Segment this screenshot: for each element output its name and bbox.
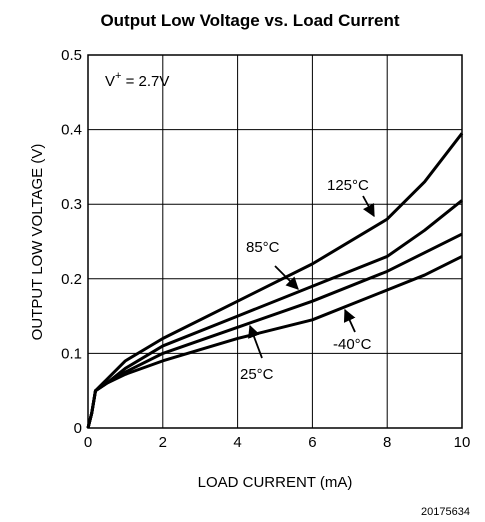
label-arrow: [248, 324, 263, 359]
x-tick-label: 10: [454, 434, 471, 451]
x-tick-label: 4: [233, 434, 241, 451]
series-line: [86, 132, 464, 429]
series-label: 125°C: [327, 177, 369, 194]
annotation: V+ = 2.7V: [105, 70, 169, 90]
y-tick-label: 0.3: [61, 196, 82, 213]
annotation-part: V: [105, 73, 115, 90]
x-tick-label: 2: [159, 434, 167, 451]
plot-frame: [87, 54, 463, 429]
y-tick-label: 0.4: [61, 122, 82, 139]
x-tick-label: 6: [308, 434, 316, 451]
y-tick-label: 0.2: [61, 271, 82, 288]
y-tick-label: 0.5: [61, 47, 82, 64]
series-label: -40°C: [333, 336, 372, 353]
y-axis-label: OUTPUT LOW VOLTAGE (V): [29, 144, 46, 341]
annotation-sup: +: [115, 70, 121, 82]
series-line: [86, 232, 463, 429]
figure-id: 20175634: [421, 506, 470, 518]
x-axis-label: LOAD CURRENT (mA): [198, 474, 353, 491]
y-tick-label: 0: [74, 420, 82, 437]
label-arrow: [362, 195, 375, 218]
y-tick-label: 0.1: [61, 345, 82, 362]
x-tick-label: 8: [383, 434, 391, 451]
x-tick-label: 0: [84, 434, 92, 451]
label-arrow: [343, 308, 356, 333]
annotation-part: = 2.7V: [121, 73, 169, 90]
series-line: [86, 255, 463, 429]
chart-title: Output Low Voltage vs. Load Current: [100, 11, 399, 30]
series-label: 25°C: [240, 366, 274, 383]
series-label: 85°C: [246, 239, 280, 256]
label-arrow: [274, 265, 299, 290]
